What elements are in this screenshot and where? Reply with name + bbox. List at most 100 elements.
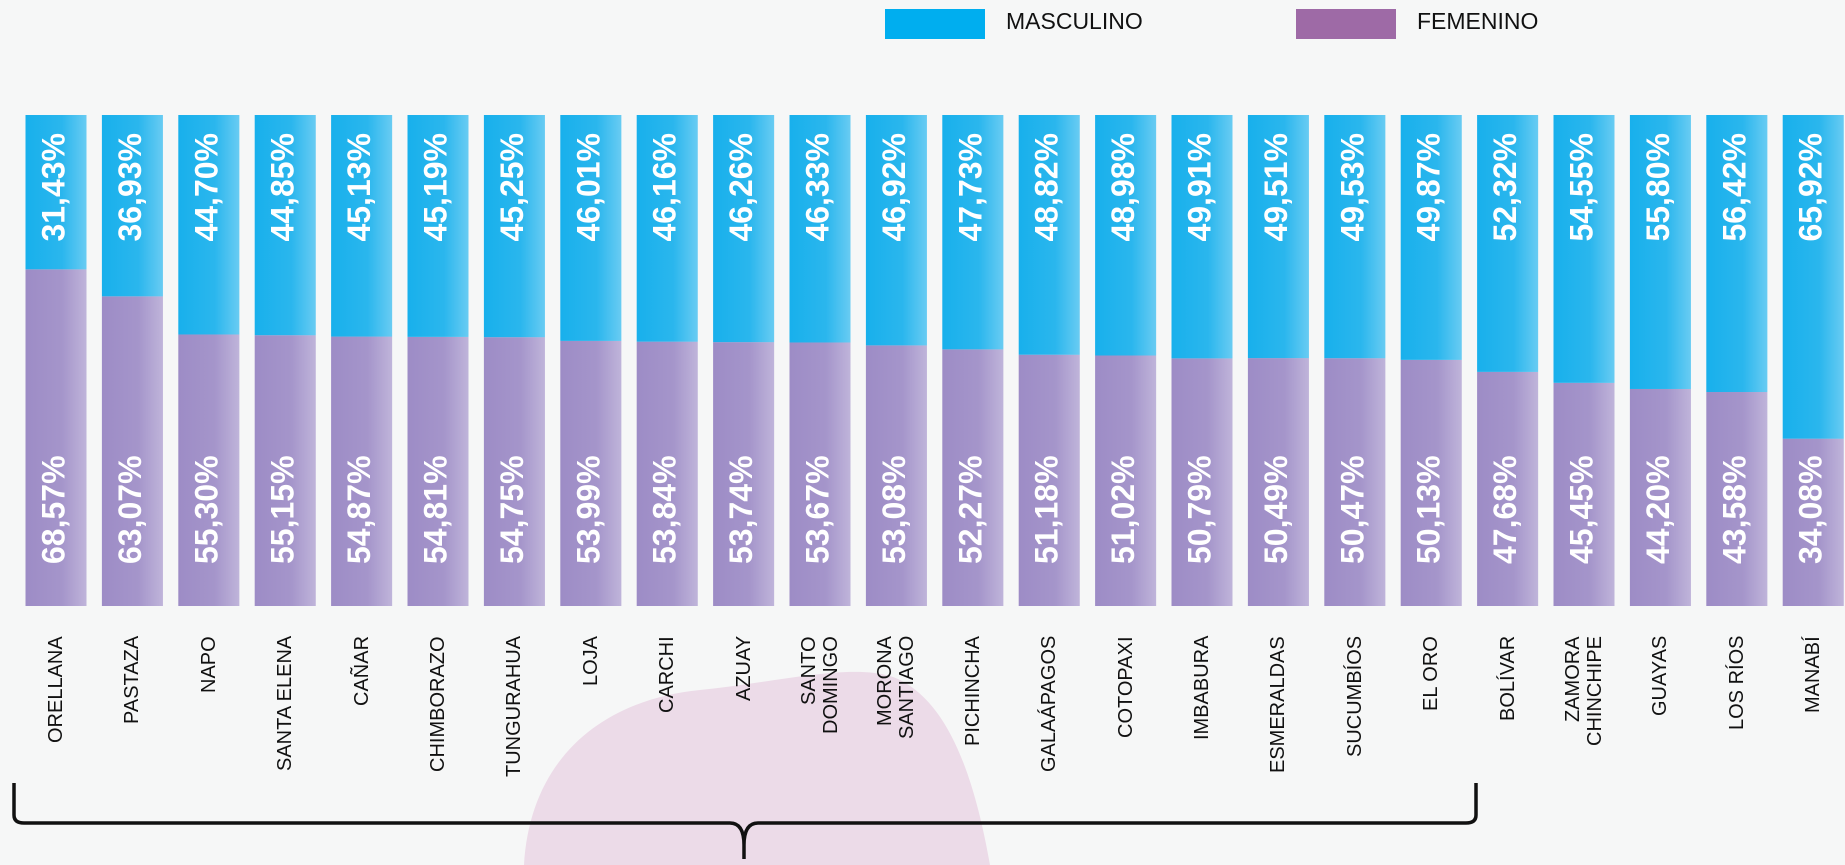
value-label: 50,47% — [1334, 455, 1370, 564]
value-label: 47,68% — [1487, 455, 1523, 564]
bar-sheen — [560, 115, 622, 341]
value-label: 46,26% — [723, 133, 759, 242]
legend-swatch — [1296, 9, 1396, 39]
category-label: NAPO — [197, 636, 220, 693]
category-label: LOS RÍOS — [1725, 636, 1748, 731]
value-label: 46,16% — [647, 133, 683, 242]
value-label: 53,67% — [799, 455, 835, 564]
category-label: TUNGURAHUA — [503, 636, 526, 778]
value-label: 49,53% — [1334, 133, 1370, 242]
bar-sheen — [1629, 388, 1691, 606]
bars: 68,57% 31,43% 63,07% 36,93% 55,30% 44,70% 55,1… — [25, 115, 1844, 606]
value-label: 54,75% — [494, 455, 530, 564]
bar-sheen — [1018, 115, 1080, 355]
value-label: 49,91% — [1181, 133, 1217, 242]
bar-sheen — [407, 115, 469, 337]
value-label: 45,45% — [1563, 455, 1599, 564]
value-label: 49,51% — [1258, 133, 1294, 242]
category-label: CHIMBORAZO — [427, 636, 449, 772]
category-label: MORONA SANTIAGO — [874, 636, 919, 740]
value-label: 36,93% — [112, 133, 148, 242]
value-label: 53,08% — [876, 455, 912, 564]
value-label: 51,18% — [1029, 455, 1065, 564]
bar-sheen — [1018, 354, 1080, 606]
category-label: SANTO DOMINGO — [798, 636, 842, 734]
value-label: 53,74% — [723, 455, 759, 564]
value-label: 63,07% — [112, 455, 148, 564]
category-label: PASTAZA — [121, 636, 144, 725]
legend: MASCULINO FEMENINO — [885, 8, 1538, 39]
value-label: 68,57% — [35, 455, 71, 564]
bar-sheen — [331, 336, 393, 606]
value-label: 48,82% — [1029, 133, 1065, 242]
category-label: SANTA ELENA — [274, 636, 297, 772]
legend-label: MASCULINO — [1006, 8, 1143, 34]
value-label: 54,55% — [1563, 133, 1599, 242]
value-label: 51,02% — [1105, 455, 1141, 564]
bar-sheen — [636, 115, 698, 342]
bar-sheen — [483, 337, 545, 606]
value-label: 43,58% — [1716, 455, 1752, 564]
bar-sheen — [865, 115, 927, 346]
category-label: GUAYAS — [1649, 636, 1672, 717]
bar-sheen — [1095, 115, 1157, 356]
category-label: ORELLANA — [45, 636, 67, 743]
category-label: AZUAY — [732, 636, 755, 702]
value-label: 31,43% — [35, 133, 71, 242]
bar-sheen — [101, 115, 163, 297]
value-label: 44,70% — [188, 133, 224, 242]
category-label: CARCHI — [656, 636, 679, 713]
legend-label: FEMENINO — [1417, 8, 1538, 34]
bar-sheen — [1477, 371, 1539, 606]
bar-sheen — [713, 115, 775, 343]
category-label: PICHINCHA — [961, 636, 984, 747]
bar-sheen — [1324, 115, 1386, 359]
value-label: 44,20% — [1640, 455, 1676, 564]
value-label: 53,99% — [570, 455, 606, 564]
bar-sheen — [1247, 358, 1309, 606]
bar-sheen — [865, 345, 927, 606]
value-label: 44,85% — [265, 133, 301, 242]
category-label: BOLÍVAR — [1496, 636, 1519, 722]
bar-sheen — [254, 115, 316, 336]
category-label: EL ORO — [1420, 636, 1443, 711]
category-label: ESMERALDAS — [1267, 636, 1290, 773]
category-label: GALAÁPAGOS — [1038, 636, 1061, 773]
value-label: 55,15% — [265, 455, 301, 564]
bar-sheen — [331, 115, 393, 337]
bar-sheen — [1782, 438, 1844, 606]
value-label: 50,13% — [1411, 455, 1447, 564]
value-label: 45,13% — [341, 133, 377, 242]
value-label: 34,08% — [1793, 455, 1829, 564]
value-label: 48,98% — [1105, 133, 1141, 242]
bar-sheen — [789, 115, 851, 343]
bar-sheen — [1324, 358, 1386, 606]
value-label: 47,73% — [952, 133, 988, 242]
category-label: CAÑAR — [350, 636, 373, 707]
value-label: 55,30% — [188, 455, 224, 564]
bar-sheen — [1477, 115, 1539, 372]
category-label: MANABÍ — [1802, 636, 1825, 713]
value-label: 54,81% — [417, 455, 453, 564]
bracket — [12, 783, 1478, 859]
bar-sheen — [560, 340, 622, 606]
value-label: 55,80% — [1640, 133, 1676, 242]
bar-sheen — [1706, 115, 1768, 393]
value-label: 46,92% — [876, 133, 912, 242]
bar-sheen — [1706, 392, 1768, 606]
bar-sheen — [713, 342, 775, 606]
bar-sheen — [1171, 115, 1233, 359]
bar-sheen — [942, 115, 1004, 350]
bar-sheen — [942, 349, 1004, 606]
value-label: 45,25% — [494, 133, 530, 242]
bar-sheen — [1095, 355, 1157, 606]
bar-sheen — [25, 115, 87, 270]
category-label: ZAMORA CHINCHIPE — [1562, 636, 1606, 747]
value-label: 46,01% — [570, 133, 606, 242]
bar-sheen — [1553, 115, 1615, 383]
value-label: 52,32% — [1487, 133, 1523, 242]
bar-sheen — [407, 336, 469, 606]
bar-sheen — [636, 341, 698, 606]
